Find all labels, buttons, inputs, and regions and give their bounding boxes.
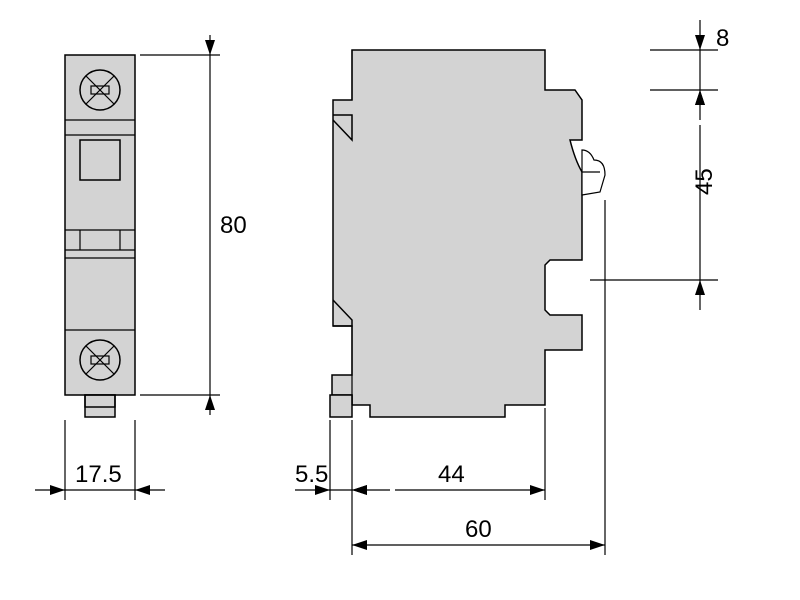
dim-side-8: 8 (650, 20, 729, 120)
dim-front-height-label: 80 (220, 212, 247, 239)
dim-side-45-label: 45 (691, 168, 718, 195)
technical-drawing: 17.5 80 5.5 44 60 (0, 0, 800, 600)
dim-side-55-label: 5.5 (295, 461, 328, 488)
dim-side-8-label: 8 (716, 25, 729, 52)
dim-front-height: 80 (140, 35, 247, 415)
side-view (330, 50, 605, 417)
dim-side-44: 44 (352, 408, 545, 500)
dim-front-width-label: 17.5 (75, 461, 122, 488)
dim-side-45: 45 (590, 90, 718, 310)
dim-side-5-5: 5.5 (295, 420, 390, 555)
dim-side-60-label: 60 (465, 516, 492, 543)
front-view (65, 55, 135, 417)
dim-front-width: 17.5 (35, 420, 165, 500)
dim-side-44-label: 44 (438, 461, 465, 488)
